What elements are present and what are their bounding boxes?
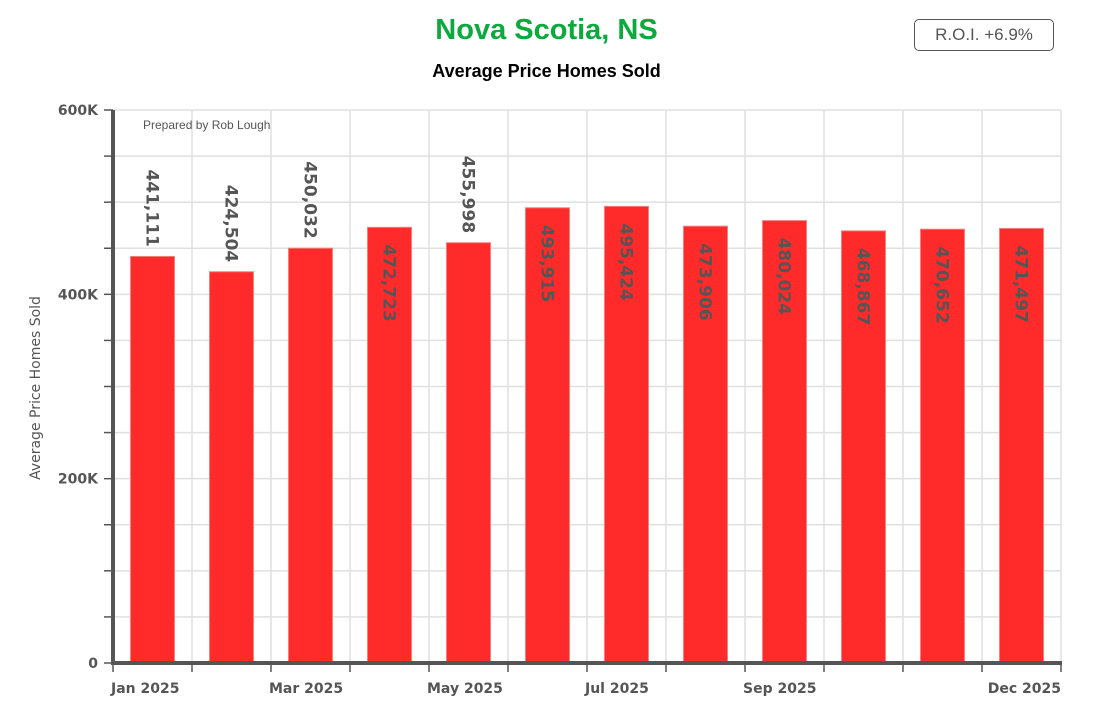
x-tick-label: Mar 2025: [269, 681, 343, 697]
y-tick-label: 200K: [58, 472, 99, 488]
roi-badge: R.O.I. +6.9%: [914, 19, 1054, 51]
bar-dec-2025[interactable]: [999, 227, 1044, 664]
data-label: 472,723: [379, 244, 399, 321]
bar-sep-2025[interactable]: [762, 220, 807, 664]
bar-may-2025[interactable]: [446, 242, 491, 664]
chart-title: Nova Scotia, NS: [435, 14, 658, 46]
prepared-by-annotation: Prepared by Rob Lough: [143, 118, 270, 132]
data-label: 470,652: [932, 246, 952, 323]
chart-subtitle: Average Price Homes Sold: [432, 61, 661, 81]
x-tick-label: May 2025: [427, 681, 503, 697]
data-label: 495,424: [616, 223, 636, 301]
bar-jul-2025[interactable]: [604, 205, 649, 664]
data-labels: 441,111 424,504 450,032 472,723 455,998 493,9…: [142, 156, 1031, 326]
data-label: 441,111: [142, 169, 162, 246]
bar-apr-2025[interactable]: [367, 226, 412, 664]
y-tick-label: 400K: [58, 287, 99, 303]
axes: 0 200K 400K 600K Jan 2025 Mar 2025 May 2025 Jul…: [58, 103, 1062, 697]
y-tick-label: 0: [88, 656, 98, 672]
x-tick-label: Sep 2025: [743, 681, 816, 697]
data-label: 473,906: [695, 243, 715, 320]
x-tick-label: Dec 2025: [988, 681, 1061, 697]
bar-feb-2025[interactable]: [209, 271, 254, 664]
bar-oct-2025[interactable]: [841, 230, 886, 664]
data-label: 455,998: [458, 156, 478, 233]
x-tick-label: Jan 2025: [110, 681, 179, 697]
data-label: 468,867: [853, 248, 873, 325]
data-label: 450,032: [300, 161, 320, 238]
bar-series: [130, 205, 1044, 664]
bar-jun-2025[interactable]: [525, 207, 570, 664]
bar-jan-2025[interactable]: [130, 255, 175, 664]
x-tick-label: Jul 2025: [584, 681, 649, 697]
data-label: 424,504: [221, 185, 241, 263]
data-label: 480,024: [774, 238, 794, 316]
bar-aug-2025[interactable]: [683, 225, 728, 664]
bar-mar-2025[interactable]: [288, 247, 333, 664]
grid-lines: [112, 109, 1062, 664]
data-label: 493,915: [537, 225, 557, 302]
y-tick-label: 600K: [58, 103, 99, 119]
data-label: 471,497: [1011, 245, 1031, 322]
